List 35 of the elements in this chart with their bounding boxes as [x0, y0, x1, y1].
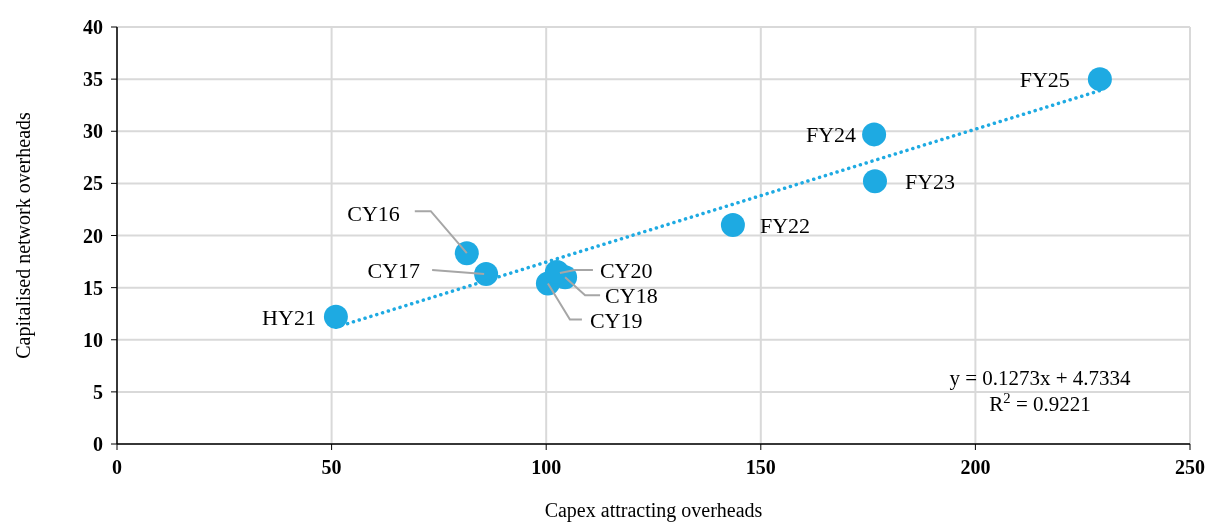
- point: [1087, 67, 1112, 92]
- y-tick-label: 5: [93, 380, 103, 403]
- y-tick-label: 20: [83, 224, 103, 247]
- annotation: FY24: [805, 122, 857, 148]
- y-tick-label: 40: [83, 16, 103, 38]
- annotation: CY20: [599, 257, 653, 283]
- y-tick-label: 30: [83, 120, 103, 143]
- y-tick-label: 35: [83, 68, 103, 91]
- point: [720, 213, 745, 238]
- y-tick-label: 25: [83, 172, 103, 195]
- point: [323, 304, 348, 329]
- annotation: FY22: [759, 213, 811, 239]
- x-tick-label: 250: [1175, 456, 1205, 478]
- annotation: FY25: [1019, 67, 1070, 93]
- annotation: FY23: [904, 169, 956, 195]
- x-tick-label: 0: [112, 456, 122, 478]
- y-tick-label: 0: [93, 433, 103, 455]
- x-axis-title: Capex attracting overheads: [544, 499, 763, 522]
- annotation: CY17: [367, 258, 421, 284]
- annotation: CY18: [605, 283, 658, 309]
- y-tick-label: 15: [83, 276, 103, 299]
- annotation: CY19: [589, 308, 643, 334]
- annotation: y = 0.1273x + 4.7334: [949, 366, 1132, 390]
- x-tick-label: 150: [745, 456, 776, 478]
- annotation: HY21: [262, 304, 316, 330]
- x-tick-label: 100: [531, 456, 562, 478]
- x-tick-label: 50: [321, 456, 342, 478]
- annotation: CY16: [347, 201, 400, 227]
- y-axis-title: Capitalised network overheads: [12, 111, 35, 359]
- point: [862, 122, 887, 147]
- point: [862, 169, 887, 194]
- point: [454, 241, 479, 266]
- annotation: R$^{2}$ = 0.9221: [989, 390, 1091, 416]
- y-tick-label: 10: [83, 328, 103, 351]
- x-tick-label: 200: [960, 456, 991, 478]
